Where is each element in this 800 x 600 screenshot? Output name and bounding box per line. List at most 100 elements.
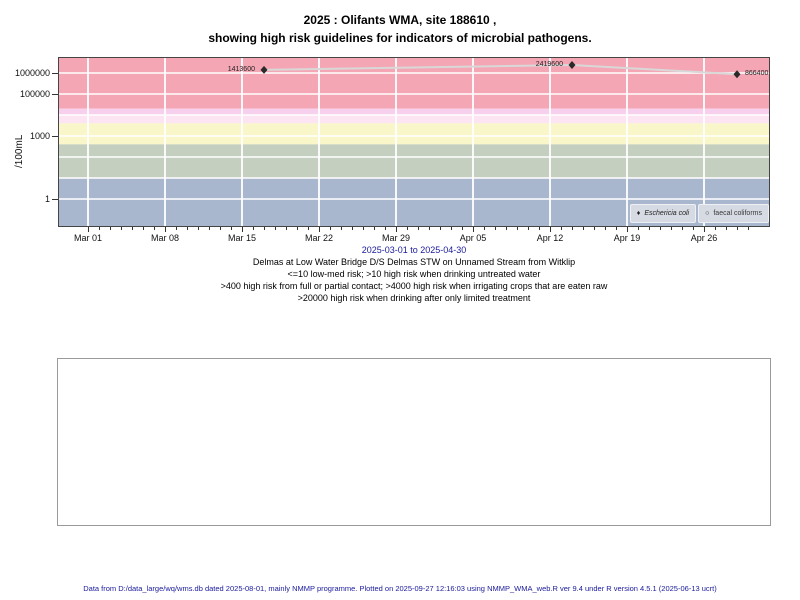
y-tick-label: 1000	[29, 131, 50, 141]
x-tick-label: Mar 29	[381, 233, 410, 243]
x-tick-mark	[495, 227, 496, 230]
x-tick-mark	[110, 227, 111, 230]
x-tick-mark	[682, 227, 683, 230]
x-tick-mark	[132, 227, 133, 230]
y-tick-label: 1000000	[14, 68, 50, 78]
x-tick-mark	[649, 227, 650, 230]
captions: 2025-03-01 to 2025-04-30 Delmas at Low W…	[28, 244, 800, 304]
x-tick-mark	[693, 227, 694, 230]
y-axis-title: /100mL	[14, 134, 25, 168]
x-tick-mark	[396, 227, 397, 232]
x-tick-mark	[704, 227, 705, 232]
x-tick-label: Mar 01	[73, 233, 102, 243]
x-tick-mark	[462, 227, 463, 230]
x-tick-mark	[352, 227, 353, 230]
x-tick-mark	[583, 227, 584, 230]
y-tick-label: 1	[44, 194, 50, 204]
risk-band	[58, 108, 770, 115]
legend-label-eschericia-coli: Eschericia coli	[644, 210, 690, 217]
x-tick-mark	[143, 227, 144, 230]
x-tick-mark	[209, 227, 210, 230]
x-tick-mark	[484, 227, 485, 230]
data-point-marker	[260, 65, 268, 74]
data-point-marker	[568, 60, 576, 69]
y-tick-label: 100000	[19, 89, 50, 99]
x-tick-mark	[286, 227, 287, 230]
x-tick-mark	[627, 227, 628, 232]
data-point-marker	[733, 70, 741, 79]
x-tick-mark	[594, 227, 595, 230]
caption-guideline-3: >20000 high risk when drinking after onl…	[297, 293, 531, 303]
x-tick-mark	[726, 227, 727, 230]
risk-band	[58, 144, 770, 178]
x-tick-mark	[407, 227, 408, 230]
empty-panel	[57, 358, 771, 526]
x-tick-mark	[297, 227, 298, 230]
x-tick-mark	[165, 227, 166, 232]
plot-border	[58, 57, 770, 227]
x-tick-mark	[572, 227, 573, 230]
x-tick-mark	[99, 227, 100, 230]
x-tick-mark	[418, 227, 419, 230]
footer-note: Data from D:/data_large/wq/wms.db dated …	[83, 584, 717, 593]
x-tick-mark	[330, 227, 331, 230]
risk-band	[58, 115, 770, 124]
x-tick-mark	[176, 227, 177, 230]
caption-guideline-2: >400 high risk from full or partial cont…	[220, 281, 608, 291]
caption-guideline-1: <=10 low-med risk; >10 high risk when dr…	[287, 269, 541, 279]
x-tick-mark	[220, 227, 221, 230]
x-tick-mark	[638, 227, 639, 230]
x-tick-label: Apr 12	[536, 233, 564, 243]
legend-label-faecal-coliforms: faecal coliforms	[713, 210, 762, 217]
x-tick-label: Apr 05	[459, 233, 487, 243]
x-tick-mark	[506, 227, 507, 230]
x-tick-mark	[517, 227, 518, 230]
x-tick-label: Mar 22	[304, 233, 333, 243]
x-tick-mark	[550, 227, 551, 232]
plot-area	[58, 57, 770, 227]
x-tick-mark	[363, 227, 364, 230]
x-tick-mark	[264, 227, 265, 230]
filled-diamond-icon: ♦	[636, 210, 641, 217]
x-tick-mark	[121, 227, 122, 230]
x-tick-label: Mar 08	[150, 233, 179, 243]
x-tick-mark	[473, 227, 474, 232]
x-tick-mark	[242, 227, 243, 232]
risk-band	[58, 57, 770, 109]
chart-title-line2: showing high risk guidelines for indicat…	[208, 31, 592, 45]
x-tick-mark	[275, 227, 276, 230]
legend-item-eschericia-coli: ♦ Eschericia coli	[629, 204, 697, 223]
x-tick-mark	[429, 227, 430, 230]
x-tick-mark	[231, 227, 232, 230]
x-tick-mark	[528, 227, 529, 230]
x-tick-mark	[451, 227, 452, 230]
x-tick-mark	[539, 227, 540, 230]
x-tick-mark	[715, 227, 716, 230]
x-tick-label: Apr 26	[690, 233, 718, 243]
x-tick-mark	[187, 227, 188, 230]
open-circle-icon: ○	[705, 210, 710, 217]
x-tick-mark	[385, 227, 386, 230]
legend-item-faecal-coliforms: ○ faecal coliforms	[698, 204, 769, 223]
x-tick-mark	[737, 227, 738, 230]
x-tick-mark	[154, 227, 155, 230]
x-tick-label: Apr 19	[613, 233, 641, 243]
x-tick-mark	[319, 227, 320, 232]
x-tick-mark	[660, 227, 661, 230]
x-tick-mark	[561, 227, 562, 230]
x-tick-mark	[440, 227, 441, 230]
x-tick-mark	[198, 227, 199, 230]
x-tick-label: Mar 15	[227, 233, 256, 243]
x-tick-mark	[308, 227, 309, 230]
x-tick-mark	[253, 227, 254, 230]
x-tick-mark	[341, 227, 342, 230]
x-tick-mark	[671, 227, 672, 230]
x-tick-mark	[616, 227, 617, 230]
legend: ♦ Eschericia coli ○ faecal coliforms	[629, 204, 769, 223]
x-tick-mark	[605, 227, 606, 230]
x-tick-mark	[88, 227, 89, 232]
caption-site-description: Delmas at Low Water Bridge D/S Delmas ST…	[252, 257, 576, 267]
chart-title-line1: 2025 : Olifants WMA, site 188610 ,	[303, 13, 497, 27]
risk-band	[58, 123, 770, 145]
